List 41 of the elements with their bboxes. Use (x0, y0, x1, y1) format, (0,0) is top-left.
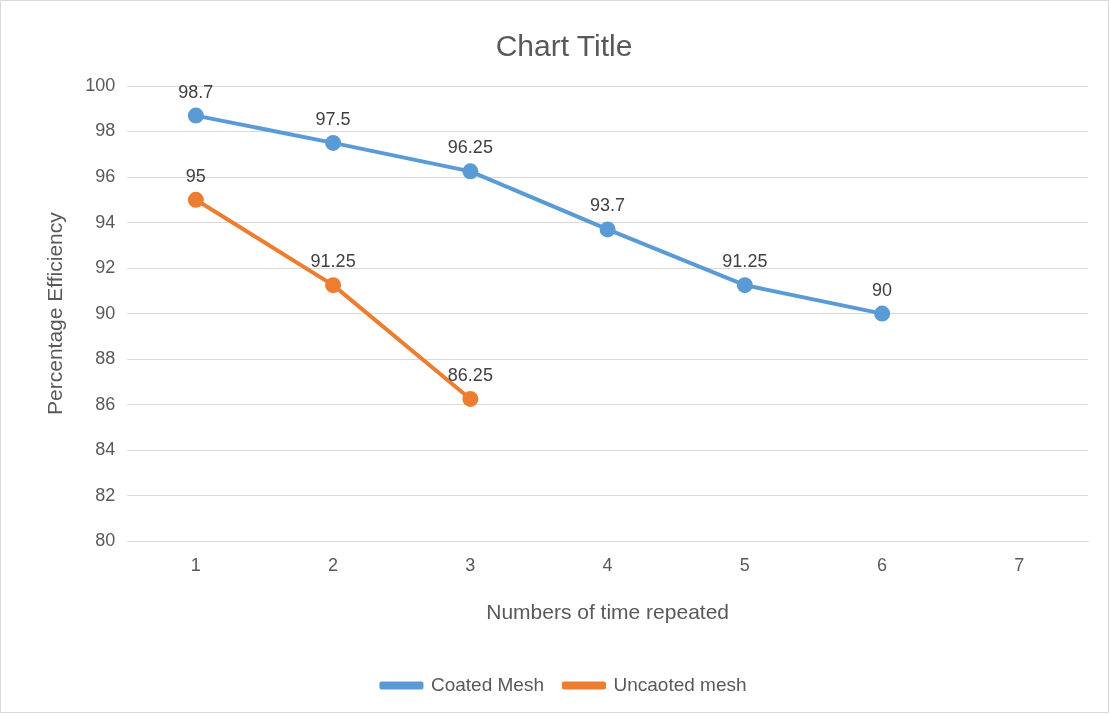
point (599, 221, 616, 238)
data-label: 97.5 (315, 108, 351, 129)
point (874, 305, 891, 322)
y-tick-label: 96 (95, 166, 116, 187)
legend-label: Coated Mesh (430, 673, 544, 695)
data-label: 90 (872, 279, 893, 300)
x-tick-label: 1 (190, 554, 201, 575)
point (187, 191, 204, 208)
point (187, 107, 204, 124)
data-label: 93.7 (590, 195, 626, 216)
point (325, 134, 342, 151)
legend-label: Uncaoted mesh (613, 673, 747, 695)
y-tick-label: 80 (95, 530, 116, 551)
data-label: 91.25 (722, 251, 768, 272)
point (462, 390, 479, 407)
y-tick-label: 92 (95, 257, 116, 278)
y-tick-label: 88 (95, 348, 116, 369)
y-tick-label: 94 (95, 211, 116, 232)
point (736, 277, 753, 294)
x-tick-label: 5 (739, 554, 750, 575)
x-tick-label: 4 (602, 554, 613, 575)
y-tick-label: 84 (95, 439, 116, 460)
y-tick-label: 90 (95, 302, 116, 323)
data-label: 91.25 (310, 251, 356, 272)
x-tick-label: 2 (328, 554, 339, 575)
y-tick-label: 98 (95, 120, 116, 141)
point (462, 163, 479, 180)
y-tick-label: 100 (85, 74, 116, 95)
chart-title: Chart Title (495, 29, 633, 63)
x-axis-title: Numbers of time repeated (486, 600, 730, 624)
y-axis-title: Percentage Efficiency (43, 211, 67, 415)
x-tick-label: 6 (877, 554, 888, 575)
y-tick-label: 86 (95, 393, 116, 414)
x-tick-label: 7 (1014, 554, 1025, 575)
point (325, 277, 342, 294)
data-label: 95 (185, 165, 206, 186)
data-label: 98.7 (178, 81, 214, 102)
y-tick-label: 82 (95, 484, 116, 505)
data-label: 86.25 (447, 364, 493, 385)
data-label: 96.25 (447, 137, 493, 158)
x-tick-label: 3 (465, 554, 476, 575)
